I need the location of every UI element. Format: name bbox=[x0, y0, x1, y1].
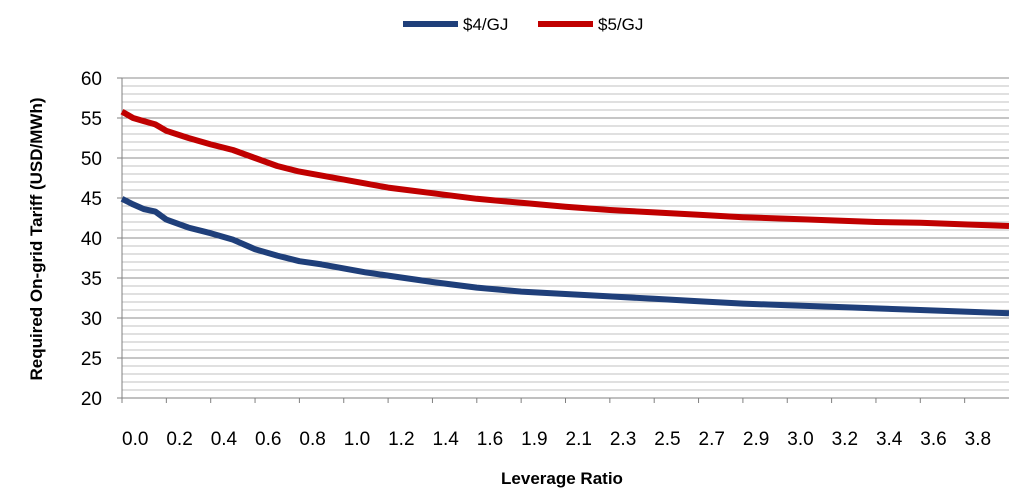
y-tick-label: 25 bbox=[81, 349, 102, 370]
series-line-2[interactable] bbox=[120, 109, 1009, 229]
series-lines bbox=[120, 109, 1009, 317]
x-tick-label: 3.2 bbox=[832, 429, 858, 450]
x-tick-label: 1.0 bbox=[344, 429, 370, 450]
y-tick-label: 35 bbox=[81, 269, 102, 290]
legend-item-series-2[interactable]: $5/GJ bbox=[538, 15, 643, 34]
x-tick-label: 3.0 bbox=[787, 429, 813, 450]
tick-labels: 20 25 30 35 40 45 50 55 60 0.0 0.2 0.4 0.6 0.8 1.0 1.2 1… bbox=[81, 69, 991, 450]
y-tick-label: 55 bbox=[81, 109, 102, 130]
x-tick-label: 3.4 bbox=[876, 429, 903, 450]
x-tick-label: 0.0 bbox=[122, 429, 148, 450]
legend-item-series-1[interactable]: $4/GJ bbox=[403, 15, 508, 34]
x-tick-label: 3.6 bbox=[920, 429, 946, 450]
x-tick-label: 2.3 bbox=[610, 429, 636, 450]
y-tick-label: 40 bbox=[81, 229, 102, 250]
y-tick-label: 30 bbox=[81, 309, 102, 330]
legend-label-series-1: $4/GJ bbox=[463, 15, 508, 34]
x-tick-label: 0.6 bbox=[255, 429, 281, 450]
x-tick-label: 1.2 bbox=[388, 429, 414, 450]
x-tick-label: 3.8 bbox=[965, 429, 991, 450]
x-tick-label: 0.4 bbox=[211, 429, 238, 450]
x-tick-label: 0.2 bbox=[166, 429, 192, 450]
x-tick-label: 0.8 bbox=[299, 429, 325, 450]
gridlines bbox=[122, 77, 1009, 391]
x-tick-label: 1.9 bbox=[521, 429, 547, 450]
y-axis-title: Required On-grid Tariff (USD/MWh) bbox=[27, 98, 46, 381]
x-tick-label: 2.7 bbox=[699, 429, 725, 450]
x-tick-label: 2.5 bbox=[654, 429, 680, 450]
x-tick-label: 2.9 bbox=[743, 429, 769, 450]
y-tick-label: 45 bbox=[81, 189, 102, 210]
y-tick-label: 50 bbox=[81, 149, 102, 170]
x-axis-title: Leverage Ratio bbox=[501, 469, 623, 488]
y-tick-label: 20 bbox=[81, 389, 102, 410]
legend: $4/GJ $5/GJ bbox=[403, 15, 643, 34]
x-tick-label: 2.1 bbox=[566, 429, 592, 450]
x-tick-label: 1.4 bbox=[432, 429, 459, 450]
series-line-1[interactable] bbox=[120, 196, 1009, 317]
y-tick-label: 60 bbox=[81, 69, 102, 90]
legend-label-series-2: $5/GJ bbox=[598, 15, 643, 34]
axes bbox=[117, 77, 1009, 403]
x-tick-label: 1.6 bbox=[477, 429, 503, 450]
